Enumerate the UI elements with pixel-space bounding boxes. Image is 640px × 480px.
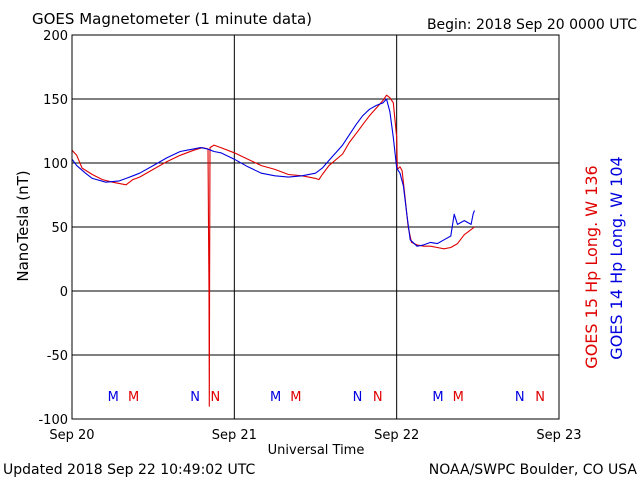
y-tick-label: 0 <box>60 285 68 300</box>
begin-label: Begin: 2018 Sep 20 0000 UTC <box>427 17 637 33</box>
marker-n: N <box>535 390 545 405</box>
marker-m: M <box>108 390 119 405</box>
x-tick-label: Sep 23 <box>536 428 581 443</box>
marker-n: N <box>373 390 383 405</box>
updated-timestamp: Updated 2018 Sep 22 10:49:02 UTC <box>3 462 256 478</box>
marker-m: M <box>453 390 464 405</box>
y-tick-label: 50 <box>51 221 68 236</box>
x-tick-label: Sep 21 <box>212 428 257 443</box>
series-line-2 <box>71 98 476 247</box>
series-lines <box>71 94 476 407</box>
marker-n: N <box>353 390 363 405</box>
x-axis-label: Universal Time <box>268 443 365 458</box>
y-tick-label: 150 <box>43 93 68 108</box>
grid <box>72 35 559 419</box>
source-credit: NOAA/SWPC Boulder, CO USA <box>429 462 638 478</box>
marker-n: N <box>211 390 221 405</box>
legend-series-2: GOES 14 Hp Long. W 104 <box>607 156 626 359</box>
y-tick-label: -50 <box>47 349 68 364</box>
plot-frame <box>71 34 560 420</box>
x-axis-ticks: Sep 20 Sep 21 Sep 22 Sep 23 <box>49 428 581 443</box>
y-tick-label: 100 <box>43 157 68 172</box>
x-tick-label: Sep 20 <box>49 428 94 443</box>
y-axis-label: NanoTesla (nT) <box>14 170 32 281</box>
marker-m: M <box>128 390 139 405</box>
marker-m: M <box>270 390 281 405</box>
marker-n: N <box>190 390 200 405</box>
y-axis-ticks: 200 150 100 50 0 -50 -100 <box>38 29 68 428</box>
legend-series-1: GOES 15 Hp Long. W 136 <box>582 165 601 368</box>
y-tick-label: 200 <box>43 29 68 44</box>
marker-m: M <box>290 390 301 405</box>
marker-m: M <box>432 390 443 405</box>
marker-n: N <box>515 390 525 405</box>
chart-title: GOES Magnetometer (1 minute data) <box>32 10 312 28</box>
x-tick-label: Sep 22 <box>374 428 419 443</box>
y-tick-label: -100 <box>38 413 68 428</box>
